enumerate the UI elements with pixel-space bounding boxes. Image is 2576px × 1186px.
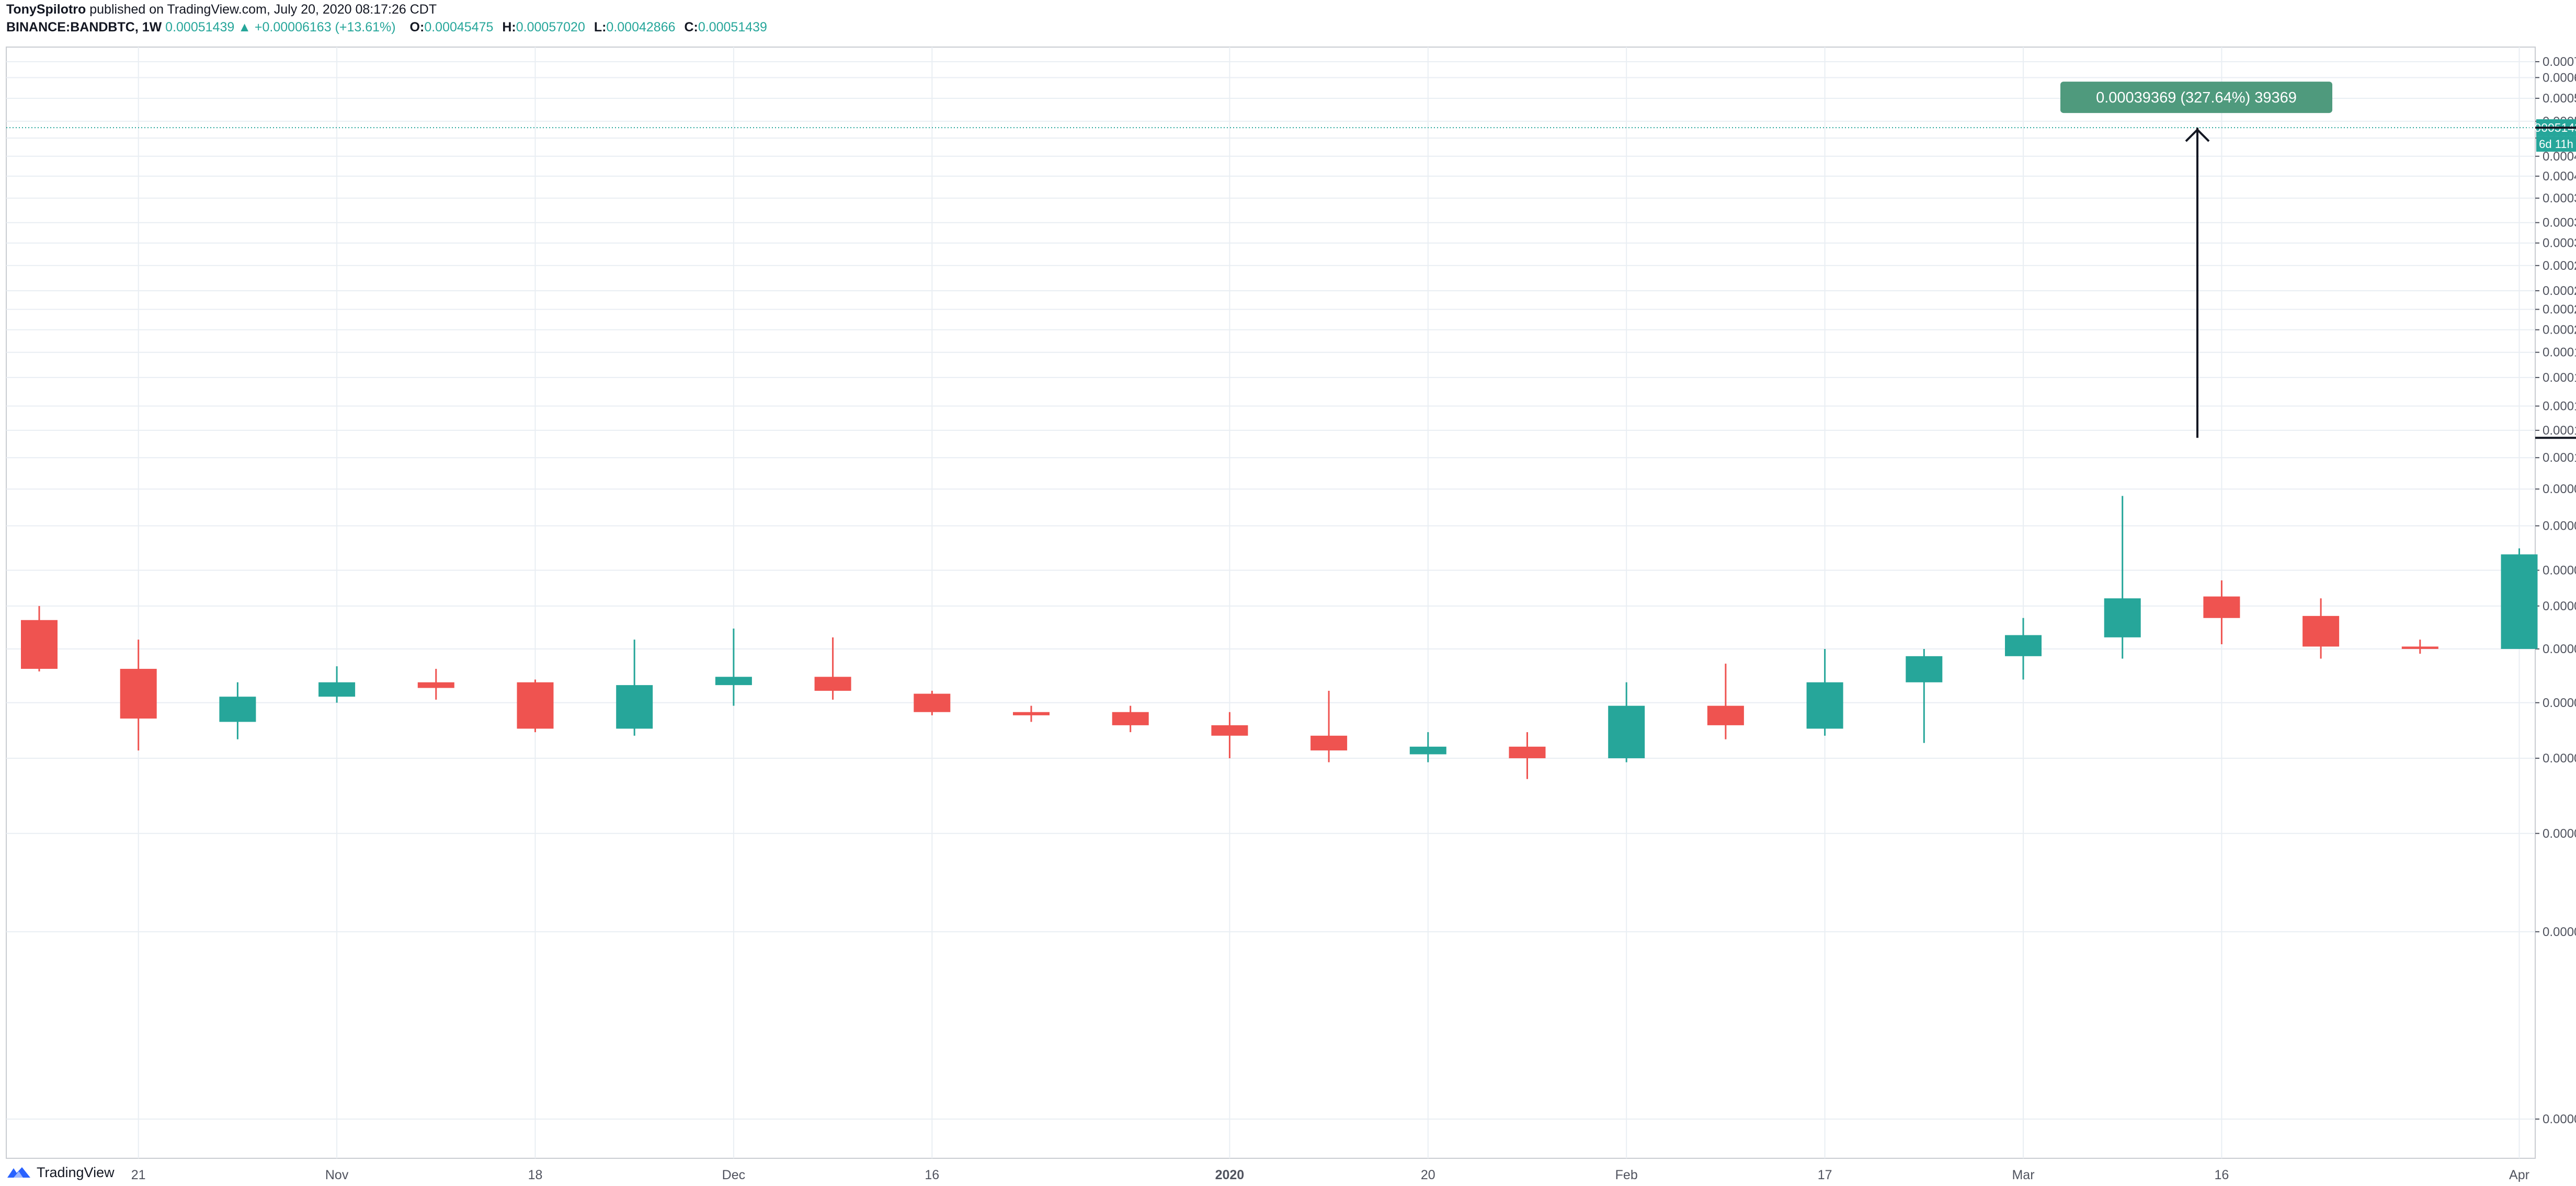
candle-body bbox=[21, 620, 58, 669]
change-value: +0.00006163 (+13.61%) bbox=[254, 20, 396, 35]
y-tick-label: 0.00009500 bbox=[2543, 482, 2576, 496]
candle-body bbox=[914, 693, 951, 712]
candle-body bbox=[2303, 615, 2340, 647]
candle-body bbox=[1509, 746, 1546, 758]
candle-body bbox=[2104, 598, 2141, 637]
x-tick-label: 21 bbox=[131, 1168, 146, 1182]
measure-label-text: 0.00039369 (327.64%) 39369 bbox=[2096, 89, 2297, 106]
y-tick-label: 0.00005500 bbox=[2543, 599, 2576, 613]
y-tick-label: 0.00018000 bbox=[2543, 346, 2576, 360]
low-label: L: bbox=[594, 20, 607, 35]
y-tick-label: 0.00027000 bbox=[2543, 259, 2576, 273]
candle-body bbox=[417, 682, 454, 688]
x-tick-label: 16 bbox=[2214, 1168, 2229, 1182]
x-tick-label: 16 bbox=[925, 1168, 939, 1182]
candle-body bbox=[814, 677, 851, 691]
candle-body bbox=[120, 669, 157, 719]
footer: TradingView bbox=[6, 1162, 115, 1183]
y-tick-label: 0.00037000 bbox=[2543, 191, 2576, 206]
countdown-tag bbox=[2536, 136, 2576, 152]
grid bbox=[6, 47, 2535, 1158]
ohlc-legend: BINANCE:BANDBTC, 1W 0.00051439 ▲ +0.0000… bbox=[6, 20, 767, 35]
y-tick-label: 0.00008000 bbox=[2543, 519, 2576, 533]
y-tick-label: 0.00024000 bbox=[2543, 284, 2576, 298]
y-tick-label: 0.00070000 bbox=[2543, 55, 2576, 69]
candle-body bbox=[517, 682, 554, 729]
y-tick-label: 0.00030000 bbox=[2543, 236, 2576, 250]
measure-label-box bbox=[2060, 82, 2332, 113]
change-arrow-icon: ▲ bbox=[238, 20, 251, 35]
x-tick-label: Feb bbox=[1615, 1168, 1638, 1182]
y-tick-label: 0.00041000 bbox=[2543, 169, 2576, 184]
low-value: 0.00042866 bbox=[606, 20, 676, 35]
y-tick-label: 0.00001200 bbox=[2543, 925, 2576, 939]
y-tick-label: 0.00003500 bbox=[2543, 696, 2576, 710]
high-value: 0.00057020 bbox=[516, 20, 585, 35]
y-tick-label: 0.00001900 bbox=[2543, 827, 2576, 841]
candle-body bbox=[2203, 596, 2240, 618]
candle-body bbox=[715, 677, 752, 686]
publish-date: published on TradingView.com, July 20, 2… bbox=[89, 2, 437, 17]
y-tick-label: 0.00059000 bbox=[2543, 92, 2576, 106]
x-tick-label: Mar bbox=[2012, 1168, 2034, 1182]
y-tick-label: 0.00002700 bbox=[2543, 751, 2576, 766]
countdown-label: 6d 11h bbox=[2539, 138, 2573, 151]
candle-body bbox=[1310, 735, 1348, 751]
y-tick-label: 0.00033000 bbox=[2543, 216, 2576, 230]
y-tick-label: 0.00006500 bbox=[2543, 563, 2576, 577]
tradingview-logo-icon[interactable] bbox=[6, 1165, 31, 1180]
x-tick-label: 20 bbox=[1421, 1168, 1435, 1182]
footer-brand[interactable]: TradingView bbox=[37, 1164, 115, 1180]
candle-body bbox=[219, 697, 256, 722]
author-name[interactable]: TonySpilotro bbox=[6, 2, 86, 17]
y-tick-label: 0.00022000 bbox=[2543, 303, 2576, 317]
candle-body bbox=[1906, 656, 1943, 682]
chart-pane-border bbox=[6, 47, 2536, 1159]
candle-body bbox=[1806, 682, 1843, 729]
y-tick-label: 0.00045000 bbox=[2543, 150, 2576, 164]
y-tick-label: 0.00011000 bbox=[2543, 451, 2576, 465]
open-value: 0.00045475 bbox=[424, 20, 494, 35]
candle-body bbox=[1409, 746, 1446, 755]
candle-body bbox=[2401, 646, 2438, 649]
last-price: 0.00051439 bbox=[165, 20, 235, 35]
x-tick-label: 2020 bbox=[1215, 1168, 1245, 1182]
publish-info: TonySpilotro published on TradingView.co… bbox=[6, 2, 437, 17]
candle-body bbox=[1013, 712, 1050, 715]
y-tick-label: 0.00000500 bbox=[2543, 1112, 2576, 1126]
candle-body bbox=[1112, 712, 1149, 725]
candles bbox=[21, 496, 2538, 779]
y-tick-label: 0.00014000 bbox=[2543, 400, 2576, 414]
y-tick-label: 0.00016000 bbox=[2543, 371, 2576, 385]
x-tick-label: Nov bbox=[325, 1168, 349, 1182]
x-tick-label: Dec bbox=[722, 1168, 745, 1182]
candle-body bbox=[1211, 725, 1248, 736]
candle-body bbox=[318, 682, 356, 697]
symbol-label: BINANCE:BANDBTC, 1W bbox=[6, 20, 162, 35]
high-label: H: bbox=[502, 20, 516, 35]
measure-tool[interactable]: 0.00039369 (327.64%) 39369 bbox=[2060, 82, 2576, 439]
open-label: O: bbox=[409, 20, 425, 35]
x-tick-label: 18 bbox=[528, 1168, 543, 1182]
y-axis[interactable]: 0.000700000.000650000.000590000.00053000… bbox=[2524, 55, 2576, 1126]
x-axis: 21Nov18Dec16202020Feb17Mar16Apr20May18Ju… bbox=[131, 1168, 2529, 1182]
y-tick-label: 0.00020000 bbox=[2543, 323, 2576, 337]
candle-body bbox=[2501, 554, 2538, 649]
close-label: C: bbox=[684, 20, 698, 35]
candle-body bbox=[1707, 705, 1744, 725]
y-tick-label: 0.00004500 bbox=[2543, 642, 2576, 656]
candle-body bbox=[1608, 705, 1645, 758]
x-tick-label: 17 bbox=[1818, 1168, 1832, 1182]
close-value: 0.00051439 bbox=[698, 20, 767, 35]
x-tick-label: Apr bbox=[2509, 1168, 2529, 1182]
y-tick-label: 0.00012500 bbox=[2543, 424, 2576, 438]
candle-body bbox=[2005, 635, 2042, 656]
y-tick-label: 0.00065000 bbox=[2543, 71, 2576, 85]
measure-arrow-head bbox=[2185, 128, 2210, 142]
candle-body bbox=[616, 685, 653, 729]
